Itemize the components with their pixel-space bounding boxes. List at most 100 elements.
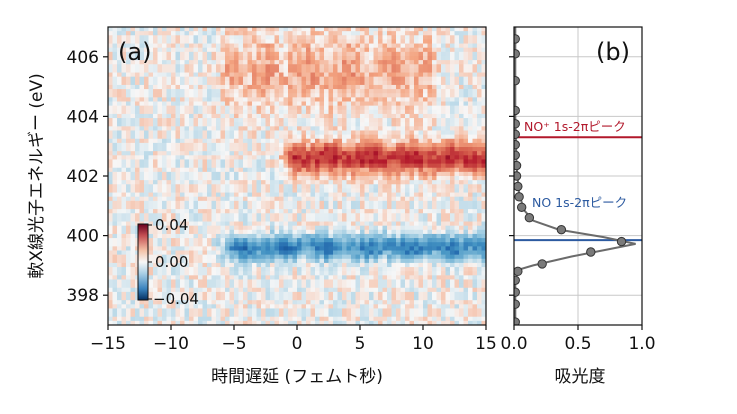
heatmap-cell [360,84,366,90]
heatmap-cell [171,171,177,177]
heatmap-cell [162,122,168,127]
heatmap-cell [112,76,118,82]
heatmap-cell [297,109,303,115]
heatmap-cell [211,304,217,310]
heatmap-cell [166,229,172,235]
heatmap-cell [166,209,172,214]
heatmap-cell [337,43,343,49]
heatmap-cell [225,267,231,272]
heatmap-cell [144,320,150,325]
heatmap-cell [247,159,253,165]
heatmap-cell [126,275,132,281]
heatmap-cell [355,221,361,227]
heatmap-cell [310,134,316,140]
heatmap-cell [171,287,177,293]
heatmap-cell [126,188,132,194]
heatmap-cell [328,316,334,322]
heatmap-cell [157,47,163,53]
heatmap-cell [360,312,366,318]
heatmap-cell [117,225,123,231]
heatmap-cell [382,196,388,202]
heatmap-cell [189,316,195,322]
heatmap-cell [207,209,213,214]
heatmap-cell [387,254,393,260]
heatmap-cell [306,196,312,202]
heatmap-cell [234,84,240,90]
heatmap-cell [306,267,312,272]
heatmap-cell [108,287,114,293]
heatmap-cell [279,254,285,260]
heatmap-cell [297,167,303,173]
heatmap-cell [144,312,150,318]
heatmap-cell [378,51,384,57]
heatmap-cell [157,258,163,264]
heatmap-cell [265,316,271,322]
heatmap-cell [414,64,420,69]
heatmap-cell [387,134,393,140]
heatmap-cell [130,27,136,32]
heatmap-cell [211,238,217,243]
heatmap-cell [193,93,199,98]
heatmap-cell [184,151,190,156]
heatmap-cell [292,320,298,325]
heatmap-cell [261,279,267,285]
heatmap-cell [292,51,298,57]
heatmap-cell [409,254,415,260]
heatmap-cell [292,200,298,206]
heatmap-cell [288,97,294,103]
heatmap-cell [328,184,334,190]
heatmap-cell [166,76,172,82]
heatmap-cell [117,35,123,41]
heatmap-cell [373,271,379,276]
heatmap-cell [310,47,316,53]
heatmap-cell [130,97,136,103]
heatmap-cell [292,151,298,156]
heatmap-cell [405,258,411,264]
heatmap-cell [184,291,190,297]
heatmap-cell [162,134,168,140]
heatmap-cell [346,134,352,140]
heatmap-cell [396,64,402,69]
heatmap-cell [225,184,231,190]
heatmap-cell [216,126,222,132]
heatmap-cell [288,246,294,252]
heatmap-cell [184,221,190,227]
heatmap-cell [382,188,388,194]
heatmap-cell [400,142,406,148]
heatmap-cell [351,233,357,239]
heatmap-cell [387,304,393,310]
heatmap-cell [364,31,370,36]
heatmap-cell [355,171,361,177]
heatmap-cell [148,271,154,276]
heatmap-cell [211,246,217,252]
heatmap-cell [207,180,213,185]
heatmap-cell [324,68,330,74]
heatmap-cell [297,246,303,252]
heatmap-cell [369,283,375,289]
heatmap-cell [135,308,141,314]
heatmap-cell [270,316,276,322]
heatmap-cell [301,163,307,169]
heatmap-cell [378,287,384,293]
heatmap-cell [162,167,168,173]
heatmap-cell [153,238,159,243]
heatmap-cell [157,238,163,243]
heatmap-cell [292,283,298,289]
heatmap-cell [229,167,235,173]
heatmap-cell [198,39,204,45]
heatmap-cell [189,275,195,281]
heatmap-cell [387,47,393,53]
heatmap-cell [229,126,235,132]
heatmap-cell [409,89,415,94]
heatmap-cell [193,262,199,268]
heatmap-cell [220,134,226,140]
heatmap-cell [297,250,303,256]
heatmap-cell [310,155,316,161]
heatmap-cell [256,51,262,57]
heatmap-cell [180,312,186,318]
heatmap-cell [112,209,118,214]
heatmap-cell [414,320,420,325]
heatmap-cell [216,142,222,148]
heatmap-cell [418,89,424,94]
heatmap-cell [229,213,235,218]
